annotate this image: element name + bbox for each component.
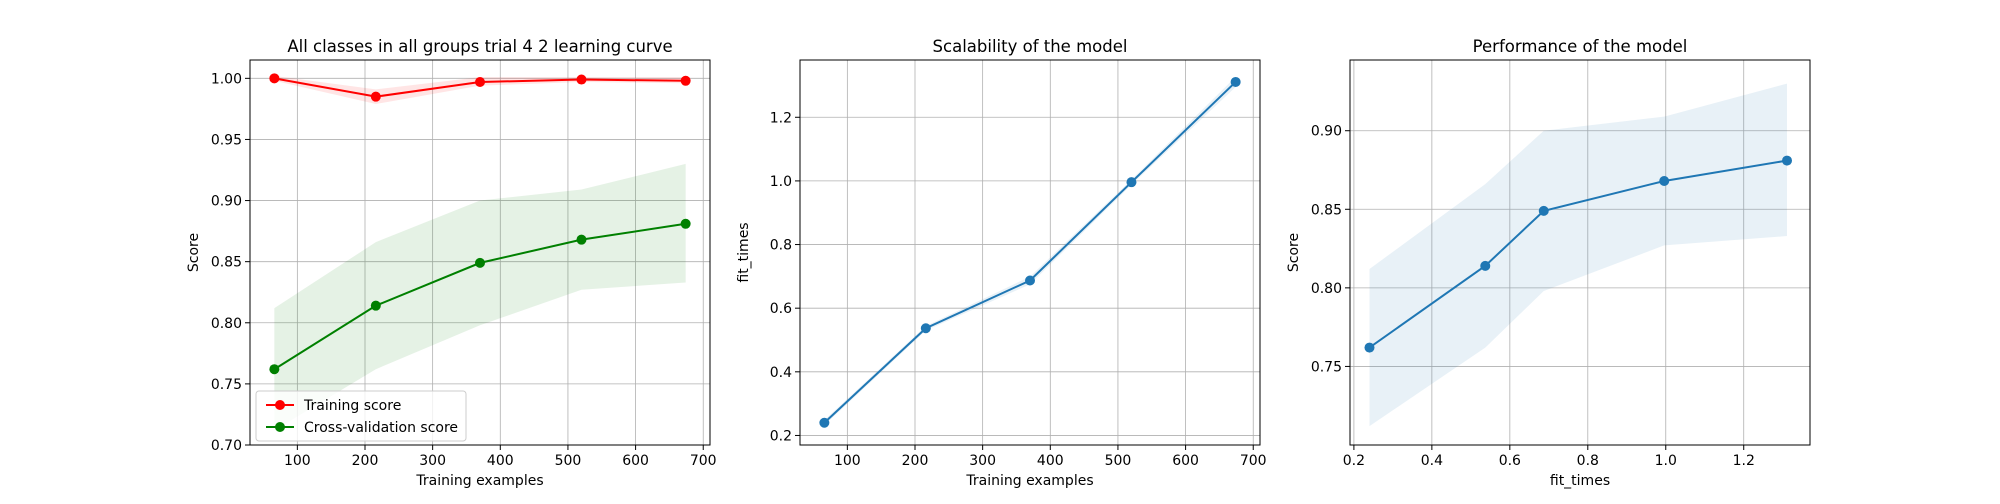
confidence-band-1 [1369, 83, 1787, 427]
y-tick-label: 1.00 [211, 71, 242, 87]
x-tick-label: 0.2 [1343, 453, 1365, 469]
data-point [576, 234, 587, 245]
y-tick-label: 0.70 [211, 438, 242, 454]
y-tick-label: 1.2 [770, 110, 792, 126]
y-tick-label: 0.85 [211, 255, 242, 271]
x-axis-label: Training examples [415, 473, 543, 489]
legend [255, 390, 467, 442]
data-point [370, 91, 381, 102]
x-tick-label: 700 [690, 453, 717, 469]
x-tick-label: 600 [1172, 453, 1199, 469]
data-point [1364, 342, 1375, 353]
chart-title: All classes in all groups trial 4 2 lear… [287, 37, 672, 56]
data-point [1659, 176, 1670, 186]
data-point [819, 417, 830, 428]
y-tick-label: 0.75 [211, 377, 242, 393]
x-tick-label: 400 [1037, 453, 1064, 469]
y-tick-label: 0.80 [211, 316, 242, 332]
x-tick-label: 500 [1105, 453, 1132, 469]
chart-title: Performance of the model [1473, 37, 1688, 56]
chart-title: Scalability of the model [933, 37, 1128, 56]
x-tick-label: 300 [969, 453, 996, 469]
y-tick-label: 0.2 [770, 428, 792, 444]
y-axis-label: Score [186, 233, 202, 272]
x-tick-label: 300 [419, 453, 446, 469]
x-tick-label: 200 [352, 453, 379, 469]
x-tick-label: 1.2 [1733, 453, 1755, 469]
x-tick-label: 0.6 [1499, 453, 1521, 469]
confidence-band-1 [824, 76, 1236, 426]
data-point [680, 218, 691, 229]
x-tick-label: 0.8 [1577, 453, 1599, 469]
y-axis-label: Score [1286, 233, 1302, 272]
x-tick-label: 100 [834, 453, 861, 469]
y-tick-label: 0.4 [770, 365, 792, 381]
data-point [269, 73, 280, 84]
data-point [680, 75, 691, 86]
chart-panel-3: 0.2 0.4 0.6 0.8 1.0 1.2 0.75 0.80 0.85 0.90 Perfor… [1286, 37, 1811, 489]
data-point [475, 77, 485, 87]
y-tick-label: 0.90 [211, 194, 242, 210]
legend-swatch-marker [275, 400, 285, 410]
data-point [1480, 260, 1491, 271]
x-tick-label: 100 [284, 453, 311, 469]
x-tick-label: 600 [622, 453, 649, 469]
y-tick-label: 0.75 [1311, 359, 1342, 375]
data-point [475, 257, 485, 268]
x-axis-label: fit_times [1550, 473, 1610, 489]
data-point [1126, 177, 1137, 188]
data-point [1782, 155, 1792, 166]
x-tick-label: 1.0 [1655, 453, 1677, 469]
x-tick-label: 700 [1240, 453, 1267, 469]
y-tick-label: 0.90 [1311, 124, 1342, 140]
chart-panel-2: 100 200 300 400 500 600 700 0.2 0.4 0.6 0.8 1.0 1.2 S… [736, 37, 1267, 489]
data-point [1230, 76, 1241, 87]
y-tick-label: 0.80 [1311, 281, 1342, 297]
legend-label: Training score [303, 398, 401, 414]
x-tick-label: 500 [555, 453, 582, 469]
data-point [1025, 275, 1035, 286]
plot-frame [799, 59, 1261, 446]
x-tick-label: 200 [902, 453, 929, 469]
chart-panel-1: 100 200 300 400 500 600 700 0.70 0.75 0.80 0.85 0.9… [186, 37, 717, 489]
data-point [370, 300, 381, 311]
x-tick-label: 400 [487, 453, 514, 469]
plot-frame [249, 59, 711, 446]
confidence-band-2 [274, 163, 686, 431]
data-point [269, 364, 280, 375]
y-tick-label: 0.6 [770, 301, 792, 317]
data-point [920, 323, 931, 334]
y-tick-label: 1.0 [770, 174, 792, 190]
y-tick-label: 0.8 [770, 238, 792, 254]
y-tick-label: 0.85 [1311, 202, 1342, 218]
data-point [576, 74, 587, 85]
x-axis-label: Training examples [965, 473, 1093, 489]
legend-label: Cross-validation score [304, 420, 458, 436]
x-tick-label: 0.4 [1421, 453, 1443, 469]
legend-swatch-marker [275, 422, 285, 432]
plot-frame [1349, 59, 1811, 446]
data-point [1538, 205, 1549, 216]
y-tick-label: 0.95 [211, 132, 242, 148]
y-axis-label: fit_times [736, 222, 752, 282]
